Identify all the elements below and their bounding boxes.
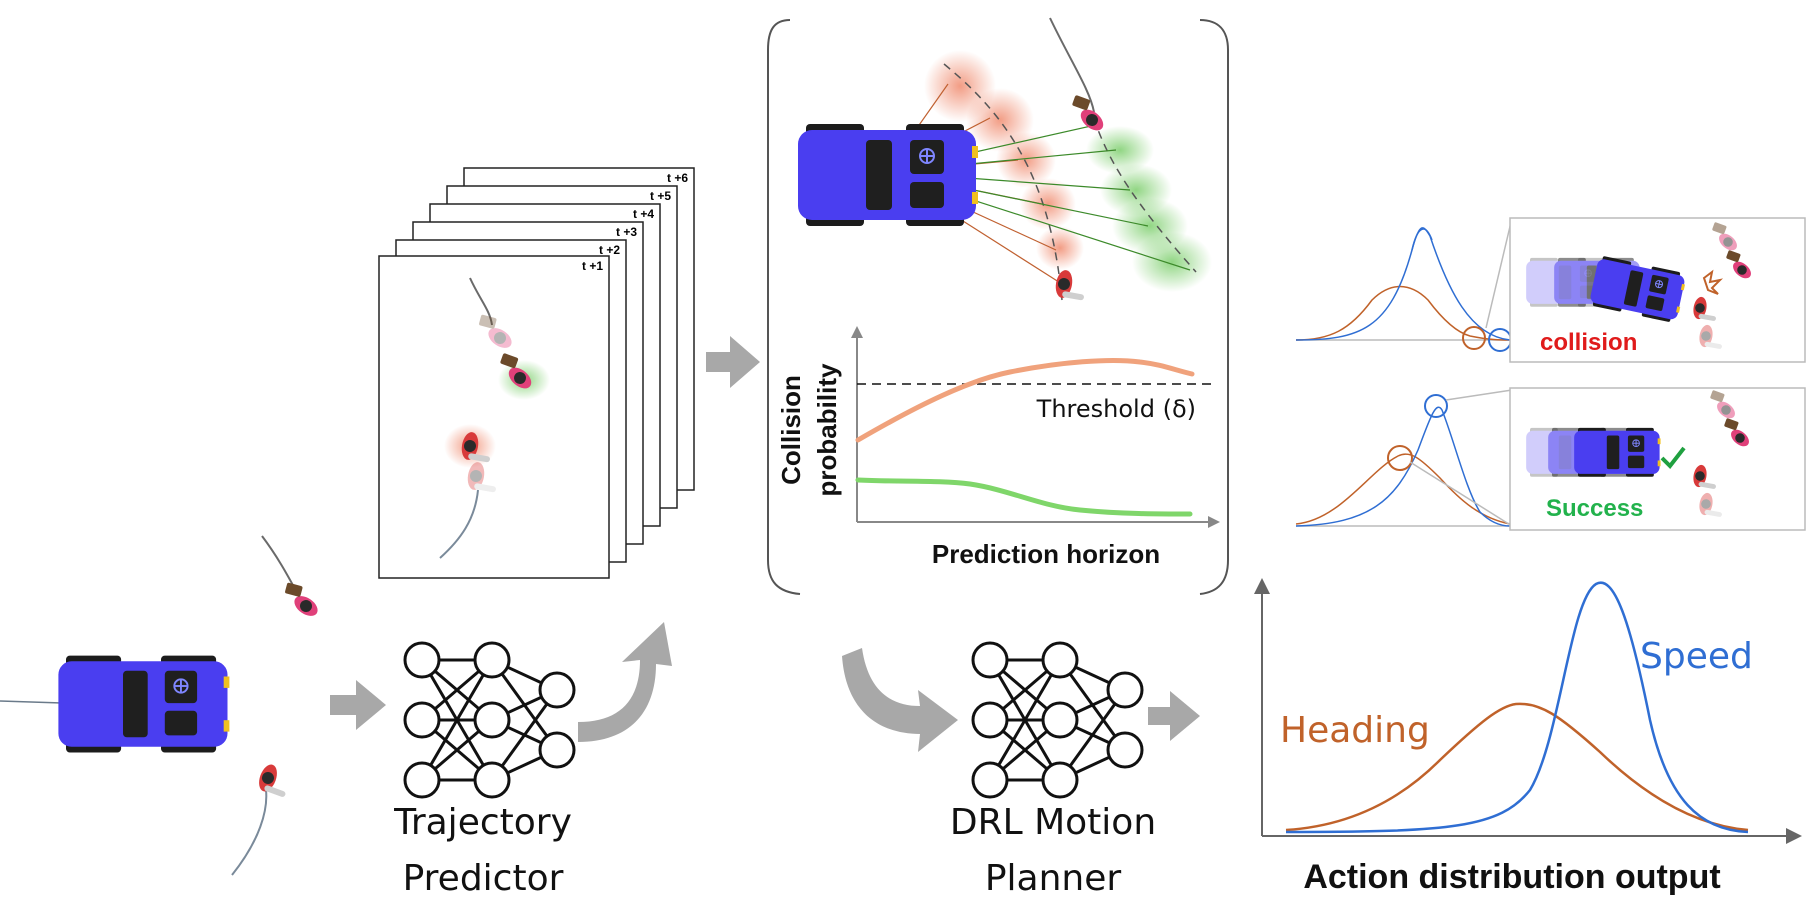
neural-network-icon: [403, 641, 576, 799]
robot-car-icon: [57, 654, 231, 754]
success-label: Success: [1546, 495, 1643, 522]
arrow-right-icon: [706, 336, 760, 388]
predictor-label: Trajectory: [393, 802, 572, 843]
collision-probability-chart: Threshold (δ) Prediction horizon Collisi…: [776, 326, 1220, 569]
speed-label: Speed: [1640, 636, 1753, 677]
arrow-right-icon: [330, 680, 386, 730]
predictor-label-2: Predictor: [403, 858, 564, 899]
frame-label-6: t +6: [667, 171, 688, 185]
pedestrian-icon: [1064, 90, 1112, 135]
frame-label-3: t +3: [616, 225, 637, 239]
frame-label-4: t +4: [633, 207, 654, 221]
robot-car-icon: [797, 123, 979, 227]
collision-curve: [855, 357, 1195, 443]
curved-arrow-icon: [578, 622, 672, 742]
outcome-success: Success: [1295, 386, 1806, 531]
heading-curve: [1285, 702, 1749, 832]
threshold-label: Threshold (δ): [1036, 395, 1196, 423]
frame-1: [378, 255, 610, 579]
collision-label: collision: [1540, 329, 1637, 356]
safe-curve: [855, 477, 1193, 517]
risk-panel: Threshold (δ) Prediction horizon Collisi…: [767, 17, 1229, 595]
check-icon: [1660, 446, 1686, 470]
risk-xlabel: Prediction horizon: [932, 539, 1160, 569]
risk-ylabel-2: probability: [812, 363, 842, 496]
pedestrian-icon: [255, 762, 294, 799]
prediction-frames: t +6 t +5 t +4 t +3 t +2 t +1: [378, 167, 695, 579]
frame-label-2: t +2: [599, 243, 620, 257]
scene-start: [0, 535, 325, 876]
planner-label: DRL Motion: [950, 802, 1156, 843]
action-distribution-chart: Heading Speed Action distribution output: [1254, 578, 1802, 896]
frame-label-1: t +1: [582, 259, 603, 273]
robot-car-icon: [1573, 427, 1662, 478]
speed-curve: [1285, 581, 1749, 834]
action-caption: Action distribution output: [1303, 858, 1720, 896]
heading-label: Heading: [1280, 710, 1430, 751]
risk-ylabel: Collision: [776, 375, 806, 485]
pedestrian-icon: [277, 577, 325, 621]
neural-network-icon: [971, 641, 1144, 799]
curved-arrow-icon: [842, 648, 958, 752]
frame-label-5: t +5: [650, 189, 671, 203]
arrow-right-icon: [1148, 691, 1200, 741]
planner-label-2: Planner: [985, 858, 1122, 899]
impact-burst-icon: [1702, 269, 1724, 295]
outcome-collision: collision: [1295, 217, 1806, 363]
